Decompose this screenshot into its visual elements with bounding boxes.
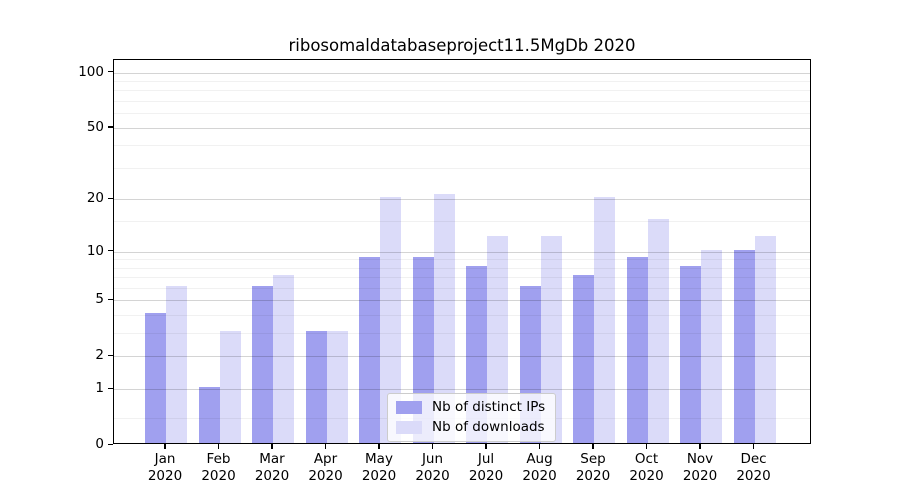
bar-nb-of-downloads-jun — [433, 193, 455, 443]
x-axis-tick — [699, 444, 701, 449]
x-axis-tick — [164, 444, 166, 449]
y-axis-tick — [108, 126, 113, 128]
x-axis-tick — [645, 444, 648, 449]
bar-nb-of-distinct-ips-apr — [305, 331, 327, 443]
bar-nb-of-downloads-oct — [647, 219, 669, 443]
x-axis-tick-label: Aug 2020 — [522, 451, 557, 484]
y-axis-tick — [108, 443, 113, 445]
major-gridline — [114, 300, 810, 302]
y-axis-tick-label: 100 — [78, 63, 104, 80]
y-axis-tick-label: 0 — [95, 436, 104, 452]
x-axis-tick — [217, 444, 220, 449]
minor-gridline — [114, 315, 810, 317]
bar-nb-of-downloads-may — [380, 197, 401, 443]
x-axis-tick-label: Feb 2020 — [201, 451, 236, 484]
y-axis-tick — [108, 250, 113, 252]
minor-gridline — [114, 113, 810, 115]
y-axis-tick-label: 20 — [86, 190, 104, 207]
bar-nb-of-downloads-feb — [219, 331, 241, 443]
x-axis-tick — [538, 444, 541, 449]
x-axis-tick-label: Jun 2020 — [415, 451, 450, 484]
minor-gridline — [114, 221, 810, 223]
legend-item-downloads: Nb of downloads — [396, 420, 545, 435]
bar-nb-of-downloads-sep — [594, 197, 615, 443]
bar-nb-of-downloads-dec — [754, 236, 776, 443]
bar-nb-of-distinct-ips-may — [359, 257, 380, 443]
x-axis-tick — [752, 444, 755, 449]
x-axis-tick-label: May 2020 — [361, 451, 397, 484]
bar-nb-of-downloads-nov — [701, 249, 722, 443]
legend-swatch-downloads — [396, 421, 422, 434]
minor-gridline — [114, 277, 810, 279]
minor-gridline — [114, 259, 810, 261]
bar-nb-of-distinct-ips-nov — [680, 265, 701, 443]
legend-label-distinct-ips: Nb of distinct IPs — [432, 399, 546, 415]
minor-gridline — [114, 90, 810, 92]
major-gridline — [114, 72, 810, 74]
y-axis-tick-label: 1 — [95, 380, 104, 397]
legend-label-downloads: Nb of downloads — [432, 419, 545, 435]
legend-swatch-distinct-ips — [396, 401, 422, 414]
y-axis-tick — [108, 354, 113, 357]
bar-nb-of-downloads-mar — [273, 275, 294, 443]
minor-gridline — [114, 287, 810, 289]
bar-nb-of-distinct-ips-sep — [573, 275, 594, 443]
plot-area — [113, 59, 811, 444]
x-axis-tick-label: Nov 2020 — [682, 451, 718, 484]
legend: Nb of distinct IPs Nb of downloads — [387, 393, 557, 442]
y-axis-tick — [108, 71, 113, 73]
x-axis-tick — [431, 444, 434, 449]
bar-nb-of-distinct-ips-feb — [198, 387, 220, 443]
x-axis-tick — [324, 444, 327, 449]
bar-nb-of-downloads-aug — [540, 236, 562, 443]
y-axis-tick-label: 50 — [86, 118, 104, 135]
major-gridline — [114, 251, 810, 253]
x-axis-tick — [378, 444, 380, 449]
x-axis-tick-label: Apr 2020 — [308, 451, 343, 484]
major-gridline — [114, 389, 810, 391]
x-axis-tick-label: Sep 2020 — [575, 451, 611, 484]
x-axis-tick — [485, 444, 487, 449]
x-axis-tick-label: Oct 2020 — [629, 451, 664, 484]
major-gridline — [114, 199, 810, 201]
x-axis-tick-label: Dec 2020 — [736, 451, 771, 484]
major-gridline — [114, 356, 810, 358]
y-axis-tick — [108, 197, 113, 200]
bar-nb-of-downloads-apr — [326, 331, 348, 443]
chart-title: ribosomaldatabaseproject11.5MgDb 2020 — [288, 36, 636, 55]
x-axis-tick — [271, 444, 273, 449]
y-axis-tick — [108, 298, 113, 301]
x-axis-tick-label: Jul 2020 — [468, 451, 504, 484]
minor-gridline — [114, 81, 810, 82]
x-axis-tick-label: Jan 2020 — [147, 451, 183, 484]
bar-nb-of-downloads-jul — [487, 236, 508, 443]
bar-nb-of-distinct-ips-dec — [733, 249, 755, 443]
y-axis-tick-label: 5 — [95, 291, 104, 308]
bar-nb-of-distinct-ips-mar — [252, 285, 273, 443]
x-axis-tick-label: Mar 2020 — [254, 451, 290, 484]
x-axis-tick — [592, 444, 594, 449]
bar-nb-of-distinct-ips-oct — [626, 257, 648, 443]
y-axis-tick-label: 10 — [86, 242, 104, 259]
minor-gridline — [114, 145, 810, 147]
major-gridline — [114, 127, 810, 129]
minor-gridline — [114, 167, 810, 169]
minor-gridline — [114, 333, 810, 335]
minor-gridline — [114, 267, 810, 269]
y-axis-tick — [108, 387, 113, 389]
legend-item-distinct-ips: Nb of distinct IPs — [396, 400, 545, 415]
minor-gridline — [114, 101, 810, 103]
bar-nb-of-distinct-ips-jan — [145, 313, 166, 443]
y-axis-tick-label: 2 — [95, 347, 104, 364]
bar-nb-of-downloads-jan — [166, 285, 187, 443]
